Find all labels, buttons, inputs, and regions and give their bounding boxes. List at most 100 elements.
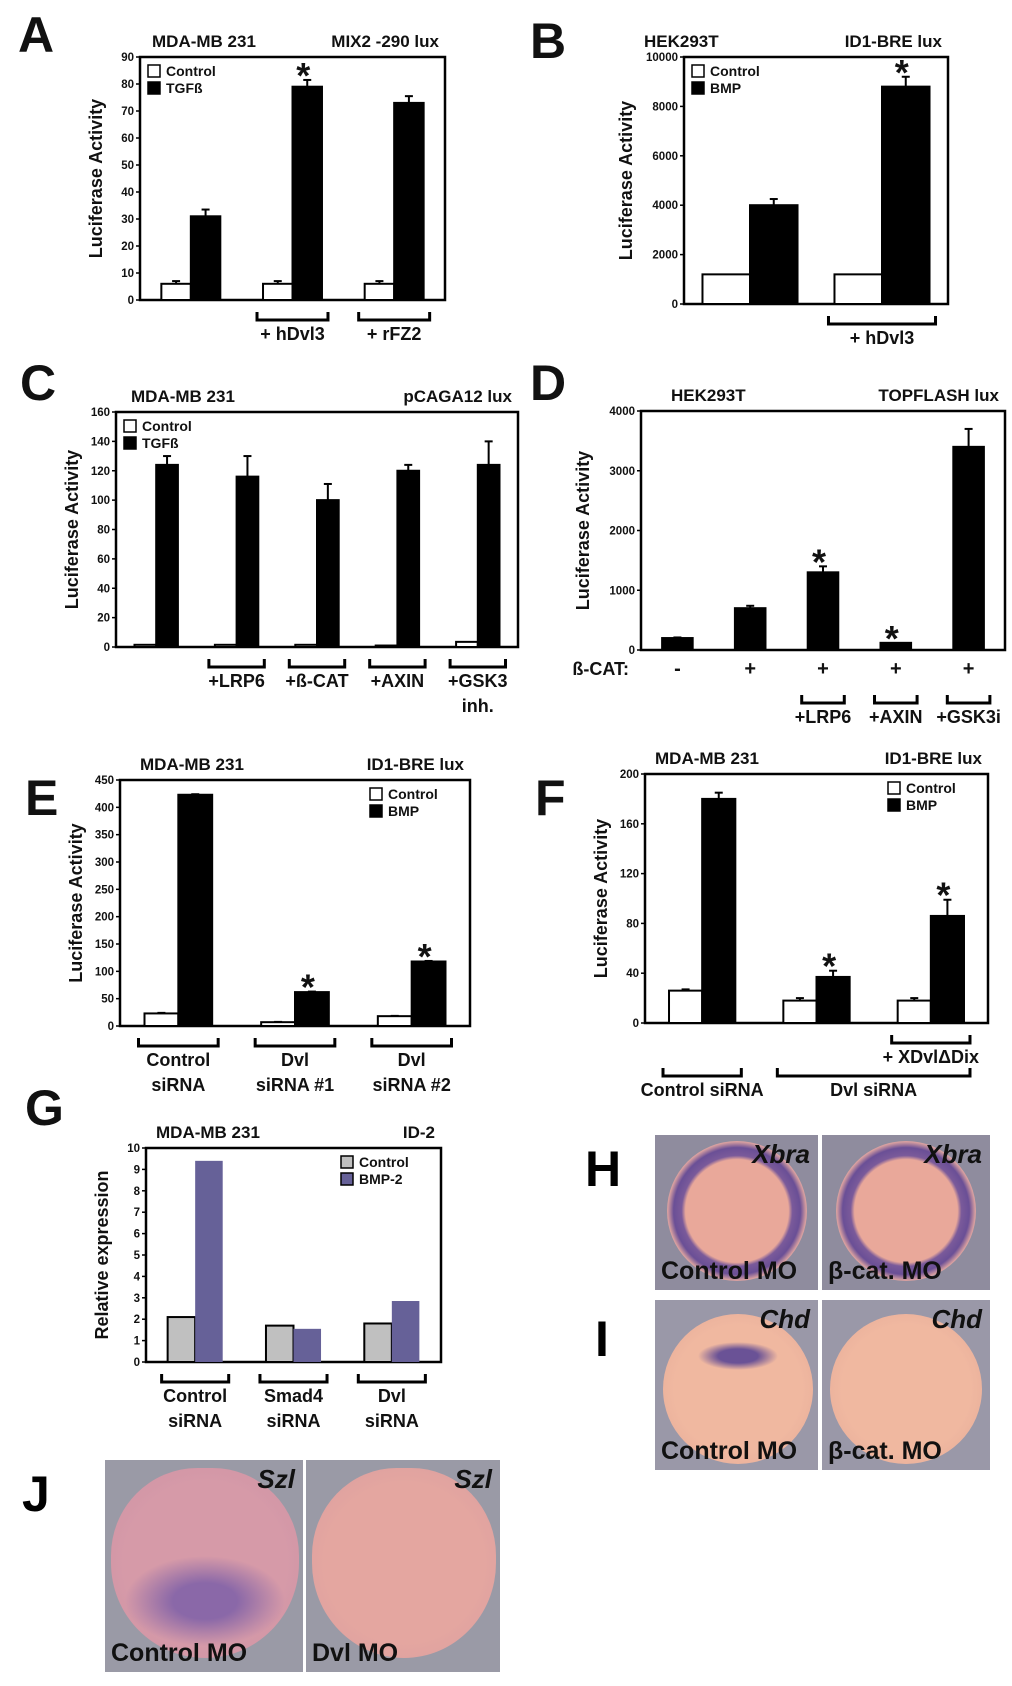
bar-bmp — [177, 793, 214, 1028]
y-axis-label: Luciferase Activity — [66, 823, 86, 982]
group-bracket — [873, 695, 919, 705]
y-tick-label: 1 — [134, 1336, 141, 1348]
y-tick-label: 200 — [95, 912, 114, 924]
panel-label-h: H — [585, 1141, 622, 1197]
significance-star: * — [296, 55, 310, 96]
embryo-image-h-bcat: Xbra β-cat. MO — [822, 1135, 990, 1290]
bar-bmp-2 — [391, 1301, 420, 1362]
bar-control — [166, 1316, 197, 1364]
gene-label: Chd — [759, 1304, 810, 1334]
legend-label: Control — [166, 63, 216, 79]
row-value: - — [674, 658, 681, 680]
y-tick-label: 200 — [620, 769, 639, 781]
y-tick-label: 300 — [95, 857, 114, 869]
legend-label: BMP-2 — [359, 1171, 403, 1187]
y-axis-label: Luciferase Activity — [86, 99, 106, 258]
bar-tgf- — [393, 101, 425, 302]
y-tick-label: 2000 — [652, 250, 678, 262]
group-label: +GSK3i — [936, 707, 1001, 727]
y-axis-label: Luciferase Activity — [62, 450, 82, 609]
bar-control — [160, 282, 192, 301]
group-label: siRNA — [266, 1411, 320, 1431]
legend-swatch — [691, 81, 705, 95]
y-tick-label: 3000 — [609, 466, 635, 478]
panel-label: B — [530, 13, 566, 69]
bar-tgf- — [316, 499, 340, 648]
group-bracket — [945, 695, 992, 705]
y-tick-label: 0 — [128, 295, 134, 307]
bar-bmp — [701, 797, 737, 1025]
gene-label: Szl — [454, 1464, 492, 1494]
legend-swatch — [887, 798, 901, 812]
legend-swatch — [691, 64, 705, 78]
legend-label: Control — [710, 63, 760, 79]
bar--cat — [806, 571, 840, 652]
y-tick-label: 150 — [95, 939, 114, 951]
group-bracket — [661, 1068, 743, 1078]
group-label: +LRP6 — [208, 671, 265, 691]
chart-title-left: MDA-MB 231 — [140, 755, 244, 774]
gene-label: Szl — [257, 1464, 295, 1494]
y-tick-label: 0 — [104, 642, 110, 654]
y-tick-label: 3 — [134, 1293, 140, 1305]
embryo-image-j-dvl: Szl Dvl MO — [306, 1460, 500, 1672]
condition-label: Control MO — [661, 1257, 798, 1285]
group-label: +LRP6 — [795, 707, 852, 727]
y-tick-label: 40 — [626, 968, 639, 980]
group-label: siRNA — [151, 1075, 205, 1095]
group-label: siRNA — [168, 1411, 222, 1431]
group-bracket — [258, 1374, 329, 1384]
bar-tgf- — [235, 475, 260, 648]
chart-title-left: MDA-MB 231 — [152, 32, 256, 51]
legend-swatch — [147, 64, 161, 78]
group-bracket — [137, 1038, 220, 1048]
y-tick-label: 40 — [121, 187, 134, 199]
y-tick-label: 70 — [121, 106, 134, 118]
group-label: +ß-CAT — [285, 671, 348, 691]
chart-title-right: TOPFLASH lux — [878, 386, 999, 405]
y-tick-label: 10 — [121, 268, 134, 280]
embryo-image-i-bcat: Chd β-cat. MO — [822, 1300, 990, 1470]
group-bracket — [370, 1038, 453, 1048]
gene-label: Xbra — [924, 1139, 982, 1169]
legend-label: TGFß — [166, 80, 203, 96]
y-tick-label: 30 — [121, 214, 134, 226]
bar-control — [374, 644, 399, 648]
y-tick-label: 20 — [97, 613, 110, 625]
chart-panel-e: E MDA-MB 231 ID1-BRE lux 0 50 100 150 200 250 300… — [25, 755, 472, 1095]
group-label: Control — [146, 1050, 210, 1070]
embryo — [667, 1141, 807, 1281]
bar-control — [363, 282, 396, 301]
y-tick-label: 80 — [97, 525, 110, 537]
y-tick-label: 250 — [95, 884, 114, 896]
bar-tgf- — [155, 463, 179, 648]
y-tick-label: 1000 — [609, 585, 635, 597]
y-tick-label: 160 — [91, 407, 110, 419]
legend-swatch — [369, 804, 383, 818]
embryo-image-h-control: Xbra Control MO — [655, 1135, 818, 1290]
bar-control — [376, 1015, 413, 1027]
group-label: Dvl — [398, 1050, 426, 1070]
legend-label: BMP — [710, 80, 741, 96]
embryo — [836, 1141, 976, 1281]
y-tick-label: 4 — [134, 1271, 141, 1283]
chart-panel-f: F MDA-MB 231 ID1-BRE lux 0 40 80 120 160 200 Luci… — [535, 749, 990, 1100]
significance-star: * — [936, 875, 950, 916]
group-label: + hDvl3 — [260, 324, 325, 344]
y-tick-label: 10000 — [646, 52, 678, 64]
y-tick-label: 60 — [97, 554, 110, 566]
chart-title-left: MDA-MB 231 — [131, 387, 235, 406]
group-label: +GSK3 — [448, 671, 508, 691]
group-bracket — [287, 659, 347, 669]
chart-title-left: MDA-MB 231 — [655, 749, 759, 768]
group-label: + XDvlΔDix — [883, 1047, 979, 1067]
bar-bmp — [294, 991, 330, 1028]
bar-control — [143, 1012, 180, 1028]
bar-bmp — [749, 204, 799, 305]
embryo — [663, 1314, 813, 1464]
group-label: siRNA #1 — [256, 1075, 334, 1095]
significance-star: * — [895, 52, 909, 93]
y-tick-label: 140 — [91, 436, 110, 448]
y-tick-label: 6 — [134, 1229, 140, 1241]
